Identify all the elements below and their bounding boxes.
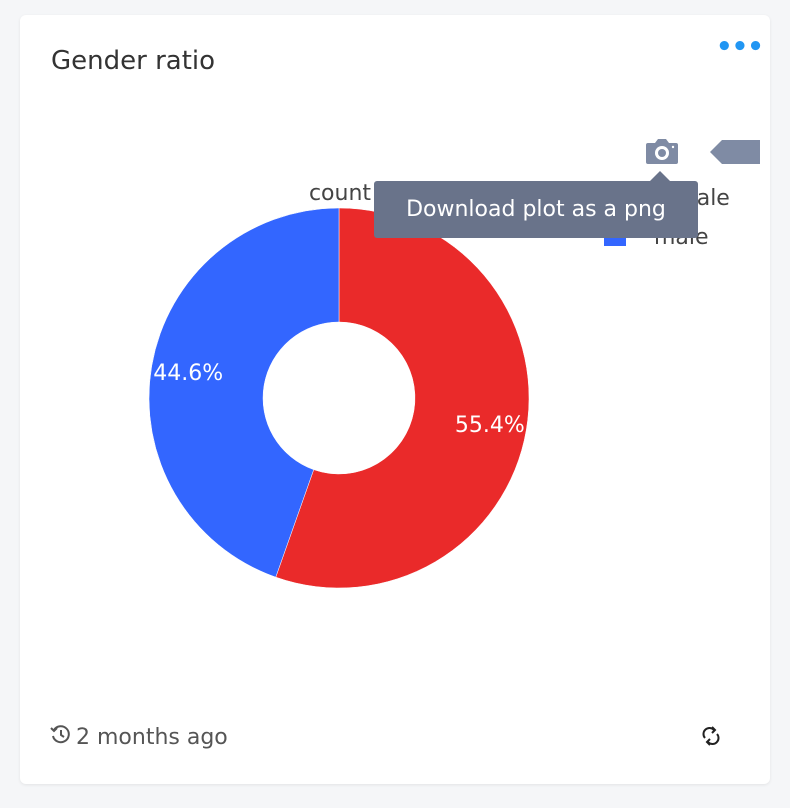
history-icon <box>50 724 70 750</box>
camera-icon[interactable] <box>645 138 679 170</box>
modebar-tooltip: Download plot as a png <box>374 171 698 238</box>
card-title: Gender ratio <box>51 46 216 76</box>
donut-chart: count 55.4%44.6% femalemale <box>148 181 730 589</box>
refresh-icon[interactable] <box>700 725 722 751</box>
slice-male[interactable] <box>148 207 340 578</box>
slice-label-female: 55.4% <box>455 413 525 438</box>
last-updated: 2 months ago <box>50 724 228 750</box>
updated-text: 2 months ago <box>76 724 228 750</box>
slice-label-male: 44.6% <box>153 361 223 386</box>
modebar-collapse-icon[interactable] <box>710 140 760 168</box>
chart-title: count <box>309 181 371 206</box>
chart-card: Gender ratio ••• count 55.4%44.6% female… <box>20 15 770 784</box>
